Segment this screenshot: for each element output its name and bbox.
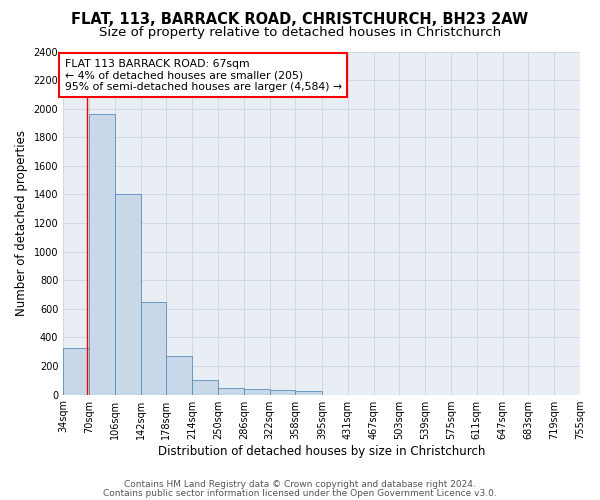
X-axis label: Distribution of detached houses by size in Christchurch: Distribution of detached houses by size … xyxy=(158,444,485,458)
Bar xyxy=(166,356,192,395)
Bar xyxy=(89,114,115,394)
Text: Contains HM Land Registry data © Crown copyright and database right 2024.: Contains HM Land Registry data © Crown c… xyxy=(124,480,476,489)
Bar xyxy=(269,390,295,394)
Bar xyxy=(244,389,269,394)
Bar xyxy=(218,388,244,394)
Text: FLAT, 113, BARRACK ROAD, CHRISTCHURCH, BH23 2AW: FLAT, 113, BARRACK ROAD, CHRISTCHURCH, B… xyxy=(71,12,529,28)
Y-axis label: Number of detached properties: Number of detached properties xyxy=(15,130,28,316)
Text: FLAT 113 BARRACK ROAD: 67sqm
← 4% of detached houses are smaller (205)
95% of se: FLAT 113 BARRACK ROAD: 67sqm ← 4% of det… xyxy=(65,58,342,92)
Bar xyxy=(295,392,322,394)
Text: Size of property relative to detached houses in Christchurch: Size of property relative to detached ho… xyxy=(99,26,501,39)
Text: Contains public sector information licensed under the Open Government Licence v3: Contains public sector information licen… xyxy=(103,488,497,498)
Bar xyxy=(192,380,218,394)
Bar xyxy=(140,302,166,394)
Bar xyxy=(63,348,89,395)
Bar xyxy=(115,194,140,394)
